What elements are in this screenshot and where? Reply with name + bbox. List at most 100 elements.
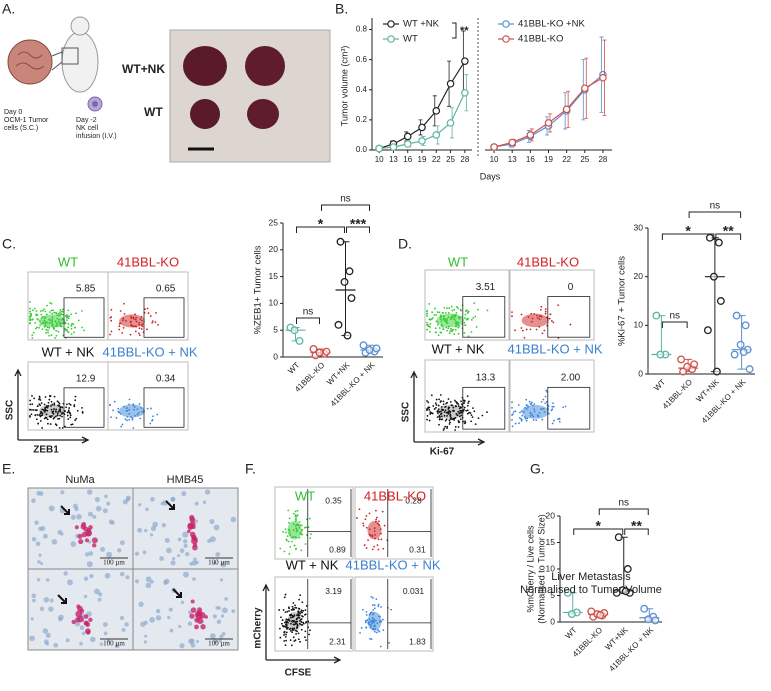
- nucleus: [149, 579, 154, 584]
- event-dot: [294, 621, 297, 624]
- event-dot: [381, 618, 384, 621]
- event-dot: [141, 323, 144, 326]
- event-dot: [373, 604, 376, 607]
- event-dot: [447, 412, 450, 415]
- event-dot: [297, 523, 300, 526]
- y-axis-label: %Ki-67 + Tumor cells: [617, 256, 628, 346]
- event-dot: [442, 328, 445, 331]
- event-dot: [53, 395, 56, 398]
- gate-value: 0.89: [329, 545, 346, 555]
- nucleus: [45, 632, 51, 638]
- event-dot: [57, 410, 60, 413]
- event-dot: [545, 400, 548, 403]
- event-dot: [64, 410, 66, 413]
- event-dot: [294, 514, 297, 516]
- event-dot: [472, 407, 474, 410]
- schedule-text: infusion (I.V.): [76, 133, 117, 140]
- event-dot: [62, 308, 64, 311]
- nucleus: [106, 639, 111, 643]
- y-tick-label: 20: [546, 510, 556, 520]
- nucleus: [31, 498, 36, 503]
- event-dot: [118, 328, 121, 331]
- tumor-photo: [169, 29, 331, 163]
- schedule-text: Day 0: [4, 109, 22, 116]
- event-dot: [51, 323, 54, 326]
- event-dot: [292, 628, 295, 631]
- event-dot: [291, 540, 293, 543]
- event-dot: [134, 414, 136, 417]
- nucleus: [76, 513, 82, 520]
- quadrant-gates: [387, 579, 432, 649]
- nucleus: [212, 614, 217, 619]
- event-dot: [529, 328, 532, 331]
- event-dot: [439, 318, 442, 321]
- event-dot: [119, 413, 122, 415]
- event-dot: [376, 522, 379, 525]
- nucleus: [145, 507, 149, 512]
- sig-bracket: [624, 528, 649, 535]
- stain-title: NuMa: [65, 474, 95, 486]
- data-point: [334, 320, 343, 329]
- event-dot: [122, 317, 125, 320]
- nucleus: [212, 561, 217, 566]
- data-point: [526, 131, 535, 139]
- flow-plot: [274, 576, 354, 652]
- event-dot: [138, 322, 141, 324]
- event-dot: [520, 313, 523, 316]
- event-dot: [457, 326, 460, 329]
- event-dot: [280, 616, 282, 619]
- event-dot: [293, 640, 296, 643]
- event-dot: [109, 333, 111, 336]
- sig-bracket: [661, 321, 688, 328]
- event-dot: [463, 332, 466, 334]
- event-dot: [365, 515, 368, 517]
- stained-cell: [79, 608, 85, 614]
- chart-title: Normalised to Tumor Volume: [520, 584, 662, 596]
- nucleus: [86, 561, 93, 568]
- event-dot: [308, 633, 311, 636]
- event-dot: [517, 404, 520, 406]
- event-dot: [375, 509, 377, 512]
- event-dot: [39, 399, 42, 401]
- event-dot: [543, 329, 546, 332]
- event-dot: [292, 529, 295, 532]
- zoom-box: [61, 47, 79, 65]
- event-dot: [440, 410, 442, 413]
- event-dot: [61, 313, 64, 316]
- stained-cell: [189, 613, 195, 619]
- event-dot: [291, 605, 294, 608]
- event-dot: [112, 409, 115, 412]
- event-dot: [60, 413, 63, 415]
- event-dot: [291, 536, 293, 539]
- nucleus: [224, 597, 228, 601]
- event-dot: [57, 320, 60, 323]
- event-dot: [304, 543, 307, 545]
- event-dot: [432, 405, 435, 407]
- event-dot: [440, 320, 443, 323]
- chart-title: Liver Metastasis: [551, 571, 631, 583]
- event-dot: [370, 624, 373, 627]
- x-tick-label: 25: [580, 155, 589, 164]
- sig-bracket: [573, 528, 624, 535]
- event-dot: [288, 529, 291, 532]
- event-dot: [446, 414, 448, 417]
- x-axis-label: Ki-67: [430, 447, 455, 458]
- event-dot: [110, 416, 112, 419]
- event-dot: [299, 640, 301, 643]
- gate-value: 2.00: [561, 373, 581, 384]
- event-dot: [60, 318, 63, 321]
- event-dot: [69, 404, 72, 406]
- stained-cell: [187, 529, 191, 534]
- event-dot: [70, 327, 73, 330]
- event-dot: [143, 308, 146, 311]
- event-dot: [444, 319, 446, 322]
- event-dot: [539, 315, 542, 317]
- tissue-image: [132, 487, 239, 570]
- nucleus: [60, 490, 65, 495]
- event-dot: [55, 408, 58, 411]
- event-dot: [453, 308, 456, 311]
- event-dot: [536, 317, 539, 319]
- nucleus: [39, 491, 44, 496]
- event-dot: [545, 316, 548, 319]
- axis-arrow: [14, 368, 90, 444]
